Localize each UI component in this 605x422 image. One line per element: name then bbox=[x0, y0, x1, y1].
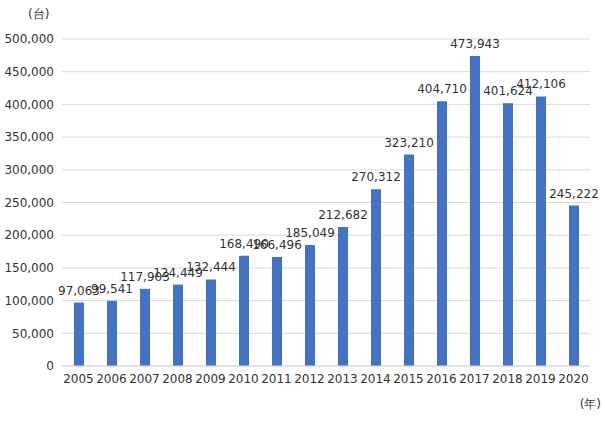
html-text:(年): (年) bbox=[579, 397, 601, 411]
svg-text:2015: 2015 bbox=[393, 372, 424, 386]
svg-text:400,000: 400,000 bbox=[4, 98, 54, 112]
svg-text:2011: 2011 bbox=[261, 372, 292, 386]
svg-text:166,496: 166,496 bbox=[252, 238, 302, 252]
svg-text:500,000: 500,000 bbox=[4, 32, 54, 46]
svg-text:168,490: 168,490 bbox=[219, 236, 269, 251]
svg-text:270,312: 270,312 bbox=[351, 170, 401, 184]
svg-text:350,000: 350,000 bbox=[4, 130, 54, 144]
svg-text:2016: 2016 bbox=[426, 372, 457, 386]
svg-text:2008: 2008 bbox=[162, 372, 193, 386]
svg-text:2005: 2005 bbox=[63, 372, 94, 386]
svg-text:100,000: 100,000 bbox=[4, 294, 54, 308]
svg-text:0: 0 bbox=[46, 359, 54, 373]
svg-text:99,541: 99,541 bbox=[91, 282, 133, 296]
svg-text:2009: 2009 bbox=[195, 372, 226, 386]
svg-text:2018: 2018 bbox=[492, 372, 523, 386]
html-text:(台): (台) bbox=[28, 7, 50, 21]
svg-text:2007: 2007 bbox=[129, 372, 160, 386]
svg-text:2006: 2006 bbox=[96, 372, 127, 386]
svg-text:2019: 2019 bbox=[525, 372, 556, 386]
svg-text:2020: 2020 bbox=[558, 372, 589, 386]
svg-text:250,000: 250,000 bbox=[4, 196, 54, 210]
svg-text:245,222: 245,222 bbox=[549, 187, 599, 201]
svg-text:404,710: 404,710 bbox=[417, 82, 467, 96]
svg-text:2010: 2010 bbox=[228, 372, 259, 386]
svg-text:300,000: 300,000 bbox=[4, 163, 54, 177]
svg-text:2013: 2013 bbox=[327, 372, 358, 386]
svg-text:117,903: 117,903 bbox=[120, 269, 170, 284]
svg-text:150,000: 150,000 bbox=[4, 261, 54, 275]
svg-text:2017: 2017 bbox=[459, 372, 490, 386]
svg-text:200,000: 200,000 bbox=[4, 228, 54, 242]
svg-text:124,449: 124,449 bbox=[153, 265, 203, 280]
svg-text:401,624: 401,624 bbox=[483, 84, 533, 99]
svg-text:2014: 2014 bbox=[360, 372, 391, 386]
svg-text:323,210: 323,210 bbox=[384, 136, 434, 150]
svg-text:97,063: 97,063 bbox=[58, 283, 100, 298]
svg-text:132,444: 132,444 bbox=[186, 260, 236, 274]
svg-text:185,049: 185,049 bbox=[285, 226, 335, 240]
svg-text:50,000: 50,000 bbox=[12, 327, 54, 341]
svg-text:450,000: 450,000 bbox=[4, 65, 54, 79]
svg-text:473,943: 473,943 bbox=[450, 37, 500, 51]
svg-text:412,106: 412,106 bbox=[516, 77, 566, 91]
svg-text:2012: 2012 bbox=[294, 372, 325, 386]
svg-text:212,682: 212,682 bbox=[318, 208, 368, 222]
